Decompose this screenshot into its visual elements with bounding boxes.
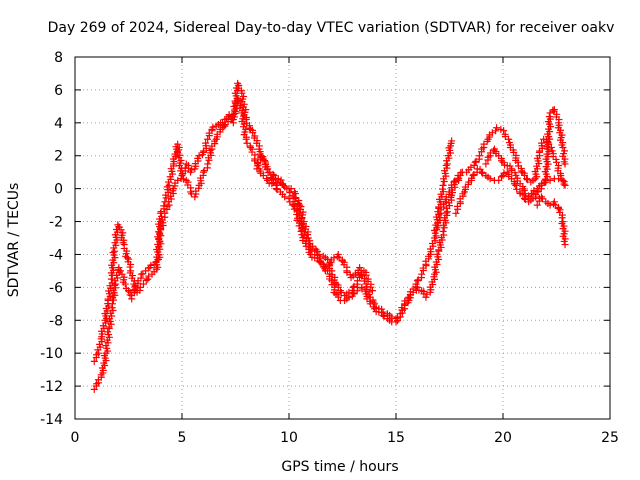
x-tick-label: 15 (387, 430, 405, 446)
data-point-marks (433, 124, 569, 234)
grid-lines (75, 57, 610, 419)
data-point-marks (482, 106, 569, 201)
x-tick-labels: 0 5 10 15 20 25 (71, 430, 619, 446)
y-tick-label: 4 (54, 116, 63, 132)
series-track-d (433, 124, 569, 234)
data-point-marks (90, 79, 464, 365)
data-point-marks (253, 152, 376, 295)
y-tick-label: 6 (54, 83, 63, 99)
data-marks (90, 79, 569, 393)
y-tick-labels: -14 -12 -10 -8 -6 -4 -2 0 2 4 6 8 (40, 50, 63, 428)
y-tick-label: -12 (40, 379, 63, 395)
y-tick-label: -14 (40, 412, 63, 428)
y-axis-label: SDTVAR / TECUs (6, 183, 22, 298)
data-point-marks (533, 193, 569, 249)
y-tick-label: 8 (54, 50, 63, 66)
y-tick-label: 2 (54, 149, 63, 165)
chart-title: Day 269 of 2024, Sidereal Day-to-day VTE… (48, 20, 615, 36)
y-tick-label: -8 (49, 313, 63, 329)
x-axis-label: GPS time / hours (281, 459, 398, 475)
x-tick-label: 0 (71, 430, 80, 446)
y-tick-label: -2 (49, 215, 63, 231)
x-tick-label: 20 (494, 430, 512, 446)
series-track-g (533, 193, 569, 249)
y-tick-label: -6 (49, 280, 63, 296)
y-tick-label: -10 (40, 346, 63, 362)
y-tick-label: -4 (49, 247, 63, 263)
series-track-f (482, 106, 569, 201)
x-tick-label: 25 (601, 430, 619, 446)
y-tick-label: 0 (54, 182, 63, 198)
series-track-c (253, 152, 376, 295)
series-track-b (90, 79, 464, 365)
axis-ticks (74, 56, 611, 420)
plot-frame (74, 56, 611, 420)
x-tick-label: 10 (280, 430, 298, 446)
x-tick-label: 5 (178, 430, 187, 446)
